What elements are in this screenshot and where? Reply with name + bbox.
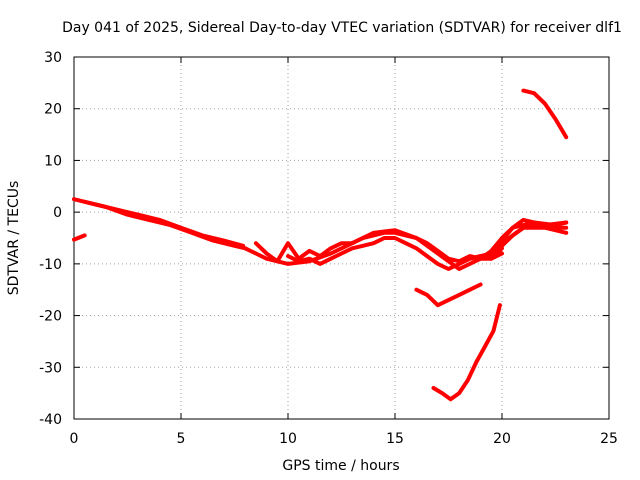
series-line-track-c xyxy=(72,233,87,242)
y-tick-label: 20 xyxy=(44,102,62,118)
grid-lines xyxy=(74,57,609,419)
series-line-track-j xyxy=(414,282,483,308)
series-line-track-k xyxy=(431,303,502,402)
series-line-track-g xyxy=(467,220,569,261)
y-axis-label: SDTVAR / TECUs xyxy=(6,181,22,296)
y-tick-label: 10 xyxy=(44,153,62,169)
y-tick-label: -30 xyxy=(39,360,62,376)
y-tick-label: 0 xyxy=(53,205,62,221)
x-axis-label: GPS time / hours xyxy=(282,458,399,474)
x-tick-label: 20 xyxy=(493,431,511,447)
y-tick-label: -40 xyxy=(39,412,62,428)
series-line-track-b xyxy=(82,199,248,251)
x-tick-label: 5 xyxy=(177,431,186,447)
series-line-track-h xyxy=(489,217,569,253)
series-line-track-i xyxy=(478,225,569,261)
series-line-track-e xyxy=(286,236,504,271)
x-tick-label: 15 xyxy=(386,431,404,447)
series-group xyxy=(72,88,569,402)
chart-title: Day 041 of 2025, Sidereal Day-to-day VTE… xyxy=(62,20,622,36)
series-line-track-l xyxy=(521,88,569,140)
axis-ticks: 0 5 10 15 20 25 -40 -30 -20 -10 0 10 20 30 xyxy=(39,50,618,447)
x-tick-label: 10 xyxy=(279,431,297,447)
y-tick-label: -10 xyxy=(39,257,62,273)
y-tick-label: 30 xyxy=(44,50,62,66)
x-tick-label: 0 xyxy=(70,431,79,447)
y-tick-label: -20 xyxy=(39,309,62,325)
plot-frame xyxy=(73,56,610,420)
x-tick-label: 25 xyxy=(600,431,618,447)
